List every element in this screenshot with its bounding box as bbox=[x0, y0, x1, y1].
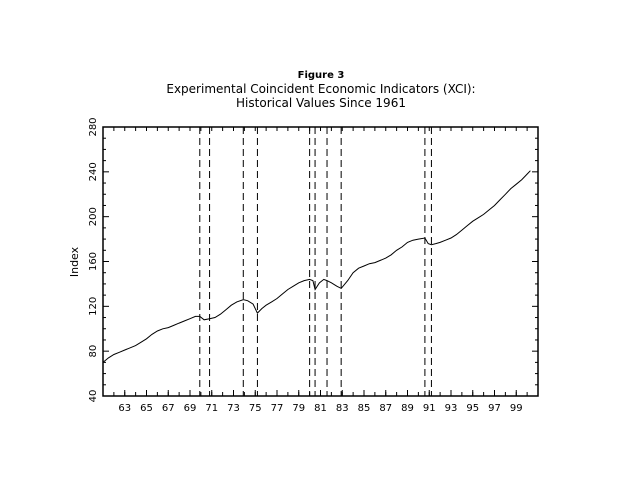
x-tick-label: 93 bbox=[445, 403, 458, 414]
recession-lines bbox=[199, 127, 432, 396]
x-tick-label: 63 bbox=[118, 403, 131, 414]
xci-series-line bbox=[102, 170, 531, 363]
figure-label: Figure 3 bbox=[298, 70, 345, 81]
x-tick-label: 75 bbox=[249, 403, 262, 414]
x-tick-label: 65 bbox=[140, 403, 153, 414]
x-tick-label: 99 bbox=[510, 403, 523, 414]
x-tick-label: 73 bbox=[227, 403, 240, 414]
x-tick-label: 95 bbox=[466, 403, 479, 414]
y-tick-label: 120 bbox=[88, 297, 99, 316]
y-tick-label: 200 bbox=[88, 207, 99, 226]
y-axis-title: Index bbox=[68, 246, 81, 277]
x-tick-label: 97 bbox=[488, 403, 501, 414]
chart-title-line-1: Experimental Coincident Economic Indicat… bbox=[166, 82, 475, 96]
x-tick-label: 67 bbox=[162, 403, 175, 414]
x-tick-label: 69 bbox=[184, 403, 197, 414]
plot-frame bbox=[102, 126, 539, 397]
series-layer bbox=[102, 170, 531, 363]
chart-title-line-2: Historical Values Since 1961 bbox=[236, 96, 406, 110]
x-tick-label: 89 bbox=[401, 403, 414, 414]
y-tick-label: 40 bbox=[88, 390, 99, 403]
x-tick-label: 85 bbox=[358, 403, 371, 414]
x-tick-label: 87 bbox=[379, 403, 392, 414]
axis-layer: 40 80 120 160 200 240 280 63 65 67 69 71 73 75 77 79 81 8… bbox=[88, 117, 538, 414]
x-tick-label: 81 bbox=[314, 403, 327, 414]
y-tick-label: 280 bbox=[88, 117, 99, 136]
y-tick-label: 80 bbox=[88, 345, 99, 358]
x-tick-label: 83 bbox=[336, 403, 349, 414]
x-tick-label: 77 bbox=[271, 403, 284, 414]
x-tick-label: 71 bbox=[205, 403, 218, 414]
x-tick-label: 91 bbox=[423, 403, 436, 414]
x-tick-label: 79 bbox=[292, 403, 305, 414]
y-tick-label: 160 bbox=[88, 252, 99, 271]
y-tick-label: 240 bbox=[88, 162, 99, 181]
